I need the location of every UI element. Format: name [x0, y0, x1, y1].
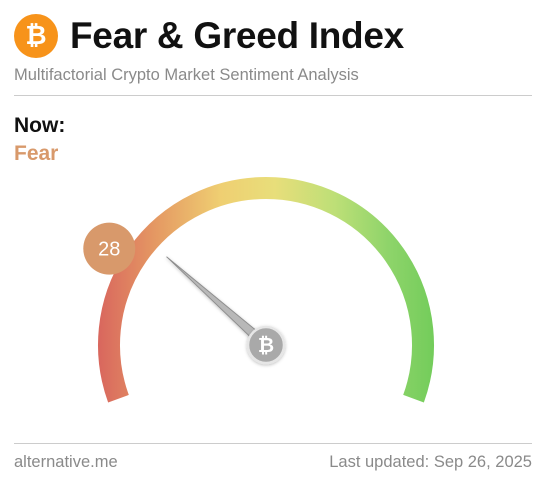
last-updated: Last updated: Sep 26, 2025	[329, 453, 532, 471]
bitcoin-icon: ₿	[258, 333, 274, 357]
value-badge-text: 28	[98, 239, 120, 261]
footer-divider	[14, 443, 532, 444]
header-divider	[14, 95, 532, 96]
gauge-arc	[98, 177, 434, 403]
bitcoin-icon: ₿	[14, 14, 58, 58]
page-subtitle: Multifactorial Crypto Market Sentiment A…	[14, 66, 359, 84]
source-link[interactable]: alternative.me	[14, 453, 118, 471]
sentiment-classification: Fear	[14, 142, 59, 165]
sentiment-gauge: ₿ 28	[83, 177, 434, 403]
value-badge: 28	[83, 222, 136, 275]
page-title: Fear & Greed Index	[70, 15, 404, 56]
now-label: Now:	[14, 114, 66, 137]
header: ₿ Fear & Greed Index	[14, 14, 404, 58]
gauge-hub: ₿	[246, 325, 286, 365]
